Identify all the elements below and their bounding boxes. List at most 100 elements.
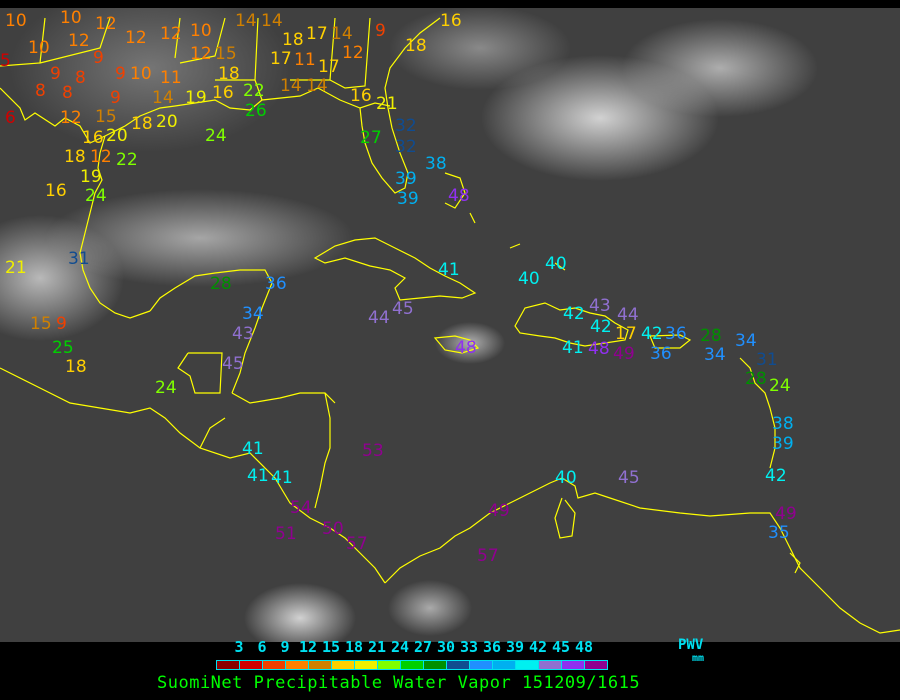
yucatan [149, 269, 273, 394]
station-pwv-value: 41 [271, 468, 293, 488]
station-pwv-value: 22 [243, 81, 265, 101]
station-pwv-value: 42 [590, 317, 612, 337]
station-pwv-value: 28 [700, 326, 722, 346]
legend-tick-label: 3 [234, 638, 244, 656]
station-pwv-value: 18 [282, 30, 304, 50]
station-pwv-value: 14 [306, 76, 328, 96]
station-pwv-value: 43 [232, 324, 254, 344]
station-pwv-value: 39 [395, 169, 417, 189]
station-pwv-value: 12 [342, 43, 364, 63]
station-pwv-value: 51 [275, 524, 297, 544]
station-pwv-value: 48 [588, 339, 610, 359]
legend-tick-label: 15 [321, 638, 341, 656]
station-pwv-value: 57 [477, 546, 499, 566]
station-pwv-value: 21 [5, 258, 27, 278]
station-pwv-value: 12 [60, 108, 82, 128]
station-pwv-value: 11 [294, 50, 316, 70]
station-pwv-value: 14 [261, 11, 283, 31]
station-pwv-value: 17 [318, 57, 340, 77]
station-pwv-value: 34 [242, 304, 264, 324]
station-pwv-value: 32 [395, 137, 417, 157]
legend-tick-label: 39 [505, 638, 525, 656]
station-pwv-value: 10 [130, 64, 152, 84]
station-pwv-value: 42 [563, 304, 585, 324]
station-pwv-value: 26 [245, 101, 267, 121]
legend-tick-label: 21 [367, 638, 387, 656]
station-pwv-value: 48 [448, 186, 470, 206]
station-pwv-value: 10 [190, 21, 212, 41]
station-pwv-value: 12 [190, 44, 212, 64]
station-pwv-value: 27 [360, 128, 382, 148]
guatemala-border [177, 352, 223, 394]
station-pwv-value: 16 [350, 86, 372, 106]
station-pwv-value: 45 [618, 468, 640, 488]
legend-color-bar [216, 660, 608, 670]
station-pwv-value: 44 [617, 305, 639, 325]
station-pwv-value: 36 [650, 344, 672, 364]
station-pwv-value: 35 [768, 523, 790, 543]
legend-tick-label: 12 [298, 638, 318, 656]
station-pwv-value: 6 [5, 108, 16, 128]
station-pwv-value: 10 [5, 11, 27, 31]
station-pwv-value: 12 [95, 14, 117, 34]
station-pwv-value: 18 [218, 64, 240, 84]
station-pwv-value: 14 [235, 11, 257, 31]
station-pwv-value: 28 [210, 274, 232, 294]
legend-tick-label: 42 [528, 638, 548, 656]
station-pwv-value: 14 [331, 24, 353, 44]
legend-tick-label: 24 [390, 638, 410, 656]
station-pwv-value: 49 [613, 344, 635, 364]
station-pwv-value: 12 [160, 24, 182, 44]
legend-tick-label: 9 [280, 638, 290, 656]
station-pwv-value: 24 [85, 186, 107, 206]
station-pwv-value: 53 [362, 441, 384, 461]
station-pwv-value: 49 [775, 504, 797, 524]
station-pwv-value: 10 [60, 8, 82, 28]
legend-swatch [332, 661, 355, 669]
station-pwv-value: 17 [306, 24, 328, 44]
station-pwv-value: 36 [265, 274, 287, 294]
florida [359, 17, 441, 194]
legend-swatch [378, 661, 401, 669]
station-pwv-value: 19 [185, 88, 207, 108]
station-values-layer: 10 10 12 12 12 10 14 14 18 17 14 12 9 18 16 5 10 12 9 9 8 9 10… [0, 8, 797, 566]
station-pwv-value: 16 [212, 83, 234, 103]
station-pwv-value: 20 [156, 112, 178, 132]
lake-maracaibo [554, 497, 576, 539]
station-pwv-value: 54 [290, 498, 312, 518]
satellite-image [0, 8, 900, 642]
legend-tick-label: 30 [436, 638, 456, 656]
station-pwv-value: 32 [395, 116, 417, 136]
station-pwv-value: 24 [769, 376, 791, 396]
station-pwv-value: 42 [641, 324, 663, 344]
station-pwv-value: 16 [440, 11, 462, 31]
station-pwv-value: 10 [28, 38, 50, 58]
station-pwv-value: 11 [160, 68, 182, 88]
station-pwv-value: 18 [405, 36, 427, 56]
legend-swatch [286, 661, 309, 669]
legend-unit-label: PWV [678, 637, 704, 653]
station-pwv-value: 18 [131, 114, 153, 134]
station-pwv-value: 28 [745, 369, 767, 389]
station-pwv-value: 42 [765, 466, 787, 486]
legend-swatch [493, 661, 516, 669]
station-pwv-value: 9 [56, 314, 67, 334]
station-pwv-value: 14 [280, 76, 302, 96]
legend-tick-label: 18 [344, 638, 364, 656]
station-pwv-value: 15 [30, 314, 52, 334]
legend-swatch [217, 661, 240, 669]
legend-tick-label: 27 [413, 638, 433, 656]
hispaniola [514, 302, 629, 347]
station-pwv-value: 41 [242, 439, 264, 459]
station-pwv-value: 18 [64, 147, 86, 167]
texas-coast [79, 135, 151, 319]
station-pwv-value: 34 [704, 345, 726, 365]
station-pwv-value: 21 [376, 94, 398, 114]
station-pwv-value: 41 [562, 338, 584, 358]
legend-swatch [585, 661, 607, 669]
station-pwv-value: 14 [152, 88, 174, 108]
station-pwv-value: 16 [45, 181, 67, 201]
station-pwv-value: 41 [438, 260, 460, 280]
legend-swatch [447, 661, 470, 669]
